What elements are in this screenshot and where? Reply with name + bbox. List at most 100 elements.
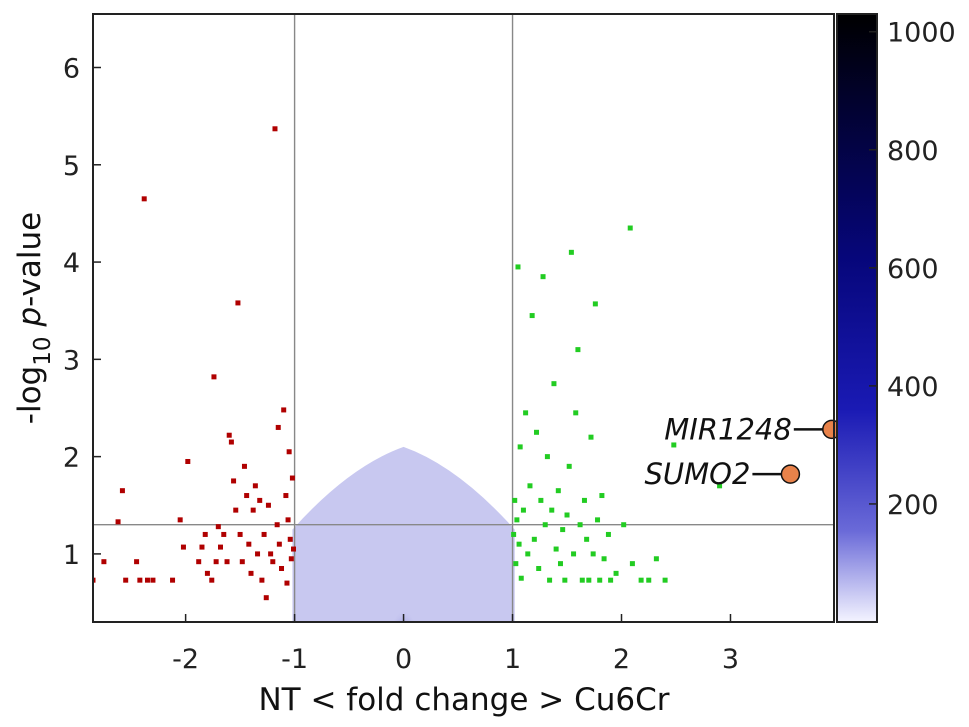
up-point bbox=[555, 488, 561, 494]
up-point bbox=[597, 577, 603, 583]
up-point bbox=[575, 347, 581, 353]
up-point bbox=[590, 551, 596, 557]
up-point bbox=[560, 527, 566, 533]
up-point bbox=[544, 454, 550, 460]
colorbar-tick-label: 400 bbox=[887, 372, 939, 403]
down-point bbox=[221, 531, 227, 537]
up-point bbox=[627, 225, 633, 231]
density-colorbar: 200 400 600 800 1000 bbox=[836, 13, 956, 623]
up-point bbox=[579, 577, 585, 583]
down-point bbox=[248, 570, 254, 576]
down-point bbox=[123, 577, 129, 583]
down-point bbox=[141, 196, 147, 202]
down-point bbox=[241, 463, 247, 469]
up-point bbox=[605, 531, 611, 537]
up-point bbox=[671, 442, 677, 448]
up-point bbox=[717, 483, 723, 489]
down-point bbox=[180, 544, 186, 550]
y-axis: 1 2 3 4 5 6 bbox=[63, 54, 101, 571]
down-point bbox=[144, 577, 150, 583]
down-point bbox=[283, 493, 289, 499]
up-point bbox=[553, 546, 559, 552]
colorbar-tick-label: 800 bbox=[887, 136, 939, 167]
up-point bbox=[595, 517, 601, 523]
down-point bbox=[119, 488, 125, 494]
down-point bbox=[276, 541, 282, 547]
down-point bbox=[231, 478, 237, 484]
down-point bbox=[255, 551, 261, 557]
up-point bbox=[621, 522, 627, 528]
down-point bbox=[261, 531, 267, 537]
down-point bbox=[287, 536, 293, 542]
annotation-label: SUMO2 bbox=[644, 457, 750, 491]
up-point bbox=[542, 522, 548, 528]
up-point bbox=[613, 570, 619, 576]
x-tick-label: -2 bbox=[172, 644, 199, 675]
y-tick-label: 3 bbox=[63, 345, 80, 376]
down-point bbox=[228, 439, 234, 445]
down-point bbox=[215, 524, 221, 530]
down-point bbox=[281, 407, 287, 413]
y-tick-label: 1 bbox=[63, 540, 80, 571]
up-point bbox=[638, 577, 644, 583]
y-axis-label-sub: 10 bbox=[30, 336, 56, 365]
up-point bbox=[577, 522, 583, 528]
down-point bbox=[274, 522, 280, 528]
up-point bbox=[527, 483, 533, 489]
x-tick-label: 3 bbox=[722, 644, 739, 675]
down-point bbox=[202, 531, 208, 537]
up-point bbox=[538, 497, 544, 503]
up-point bbox=[564, 512, 570, 518]
up-point bbox=[571, 551, 577, 557]
down-point bbox=[233, 507, 239, 513]
y-axis-label-rest: -value bbox=[12, 212, 48, 307]
up-point bbox=[562, 577, 568, 583]
down-point bbox=[204, 570, 210, 576]
up-point bbox=[592, 301, 598, 307]
up-point bbox=[581, 497, 587, 503]
x-tick-label: 2 bbox=[613, 644, 630, 675]
down-point bbox=[272, 126, 278, 132]
y-axis-label-main: -log bbox=[12, 366, 48, 424]
down-point bbox=[284, 580, 290, 586]
y-tick-label: 5 bbox=[63, 151, 80, 182]
x-tick-label: 0 bbox=[395, 644, 412, 675]
down-point bbox=[244, 493, 250, 499]
annotation-marker bbox=[780, 464, 801, 484]
down-point bbox=[291, 546, 297, 552]
up-point bbox=[512, 497, 518, 503]
bg-density-band bbox=[292, 446, 515, 622]
down-point bbox=[211, 374, 217, 380]
down-point bbox=[217, 544, 223, 550]
y-axis-label: -log10 p-value bbox=[12, 212, 56, 424]
up-point bbox=[540, 274, 546, 280]
down-point bbox=[224, 559, 230, 565]
down-point bbox=[270, 559, 276, 565]
down-point bbox=[259, 577, 265, 583]
up-point bbox=[653, 556, 659, 562]
plot-frame bbox=[92, 13, 835, 623]
annotation-label: MIR1248 bbox=[664, 412, 792, 446]
down-point bbox=[199, 544, 205, 550]
down-point bbox=[213, 559, 219, 565]
down-point bbox=[150, 577, 156, 583]
up-point bbox=[511, 531, 517, 537]
up-point bbox=[515, 264, 521, 270]
down-point bbox=[170, 577, 176, 583]
up-point bbox=[557, 561, 563, 567]
down-point bbox=[286, 449, 292, 455]
up-point bbox=[531, 536, 537, 542]
up-point bbox=[551, 381, 557, 387]
down-point bbox=[279, 565, 285, 571]
colorbar-tick-label: 1000 bbox=[887, 18, 956, 49]
down-point bbox=[237, 531, 243, 537]
down-point bbox=[250, 507, 256, 513]
down-point bbox=[93, 577, 96, 583]
up-point bbox=[566, 463, 572, 469]
down-point bbox=[209, 577, 215, 583]
up-point bbox=[601, 556, 607, 562]
series-up-points bbox=[511, 225, 723, 583]
up-point bbox=[629, 561, 635, 567]
y-tick-label: 6 bbox=[63, 54, 80, 85]
up-point bbox=[662, 577, 668, 583]
